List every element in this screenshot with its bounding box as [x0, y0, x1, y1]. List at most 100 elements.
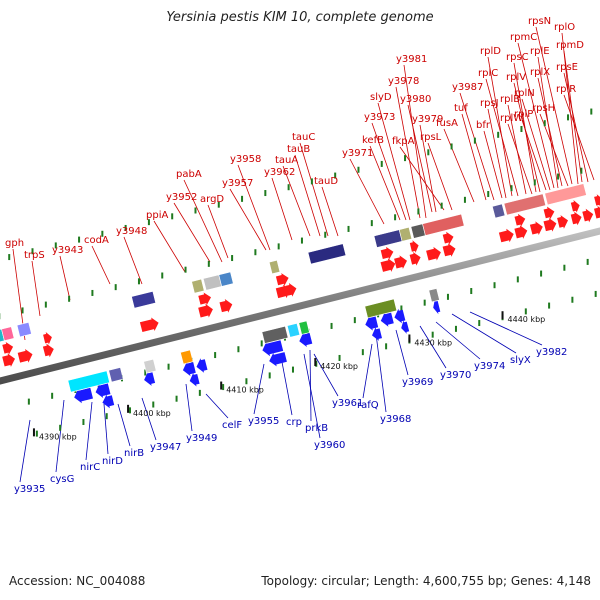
reverse-gene-arrow [433, 299, 441, 315]
leader-line [117, 403, 131, 447]
leader-line [407, 104, 433, 213]
gene-label-ppia: ppiA [146, 210, 168, 221]
tick-mark [144, 369, 147, 376]
tick-mark [222, 384, 225, 391]
leader-line [253, 363, 265, 415]
scale-tick-mark [501, 311, 504, 320]
tick-mark [548, 302, 551, 309]
forward-gene-arrow [442, 243, 456, 257]
gene-label-rpse: rpsE [556, 62, 578, 73]
leader-line [141, 397, 157, 441]
accession-text: Accession: NC_004088 [9, 574, 146, 588]
tick-mark [567, 114, 570, 121]
forward-gene-arrow [285, 283, 297, 297]
leader-line [19, 419, 31, 483]
leader-line [563, 94, 595, 181]
forward-gene-arrow [594, 194, 600, 207]
gene-label-nirc: nirC [80, 462, 100, 473]
tick-mark [450, 143, 453, 150]
forward-gene-arrow [43, 332, 52, 345]
operon-block [428, 288, 440, 303]
tick-mark [214, 352, 217, 359]
gene-label-rpsc: rpsC [506, 52, 529, 63]
leader-line [237, 164, 271, 251]
reverse-gene-arrow [102, 394, 115, 409]
gene-label-taub: tauB [287, 144, 310, 155]
gene-label-rpsj: rpsJ [480, 98, 499, 109]
leader-line [85, 401, 93, 461]
tick-mark [510, 185, 513, 192]
operon-block [261, 325, 289, 344]
tick-mark [27, 398, 30, 405]
operon-block [307, 243, 347, 265]
tick-mark [338, 354, 341, 361]
leader-line [153, 220, 186, 273]
tick-mark [361, 349, 364, 356]
operon-block [544, 183, 587, 206]
gene-label-y3982: y3982 [536, 347, 567, 358]
tick-mark [334, 172, 337, 179]
gene-label-coda: codA [84, 235, 109, 246]
gene-label-y3968: y3968 [380, 414, 411, 425]
gene-label-rplr: rplR [556, 84, 576, 95]
operon-block [202, 274, 223, 291]
tick-mark [493, 282, 496, 289]
leader-line [371, 122, 407, 221]
forward-gene-arrow [42, 343, 54, 358]
tick-mark [563, 264, 566, 271]
leader-line [461, 113, 487, 201]
scale-tick-mark [220, 381, 223, 390]
tick-mark [404, 155, 407, 162]
operon-block [218, 271, 234, 287]
leader-line [207, 204, 229, 259]
leader-line [362, 343, 373, 399]
operon-block [298, 320, 310, 335]
scale-tick-label: 4400 kbp [133, 409, 171, 418]
gene-label-rpln: rplN [514, 88, 535, 99]
operon-block [422, 213, 465, 236]
tick-mark [194, 207, 197, 214]
scale-tick-label: 4420 kbp [320, 362, 358, 371]
gene-label-rplc: rplC [478, 68, 498, 79]
gene-label-argd: argD [200, 194, 224, 205]
gene-label-rafq: rafQ [357, 400, 379, 411]
gene-label-y3970: y3970 [440, 370, 471, 381]
reverse-gene-arrow [262, 340, 284, 357]
tick-mark [394, 214, 397, 221]
leader-line [55, 399, 65, 473]
leader-line [303, 353, 321, 439]
forward-gene-arrow [2, 353, 16, 367]
backbone-band [0, 227, 600, 385]
tick-mark [207, 260, 210, 267]
gene-label-y3980: y3980 [400, 94, 431, 105]
tick-mark [241, 195, 244, 202]
forward-gene-arrow [219, 299, 233, 313]
forward-gene-arrow [198, 303, 213, 318]
gene-label-crp: crp [286, 417, 302, 428]
leader-line [321, 186, 339, 237]
reverse-gene-arrow [95, 383, 111, 398]
tick-mark [54, 242, 57, 249]
forward-gene-arrow [514, 213, 526, 227]
leader-line [521, 98, 551, 191]
forward-gene-arrow [2, 342, 14, 355]
tick-mark [473, 137, 476, 144]
genome-map[interactable]: 4390 kbp 4400 kbp 4410 kbp 4420 kbp 4430 kbp… [0, 0, 600, 560]
tick-mark [124, 224, 127, 231]
tick-mark [330, 322, 333, 329]
gene-label-y3979: y3979 [412, 114, 443, 125]
gene-label-y3948: y3948 [116, 226, 147, 237]
tick-mark [21, 307, 24, 314]
tick-mark [385, 343, 388, 350]
gene-label-celf: celF [222, 420, 242, 431]
tick-mark [91, 289, 94, 296]
gene-label-slyx: slyX [510, 355, 531, 366]
leader-line [537, 77, 563, 187]
tick-mark [184, 266, 187, 273]
forward-gene-arrow [426, 246, 441, 261]
tick-mark [347, 225, 350, 232]
gene-label-rplw: rplW [500, 113, 523, 124]
gene-label-rplp: rplP [514, 109, 533, 120]
gene-label-y3960: y3960 [314, 440, 345, 451]
scale-tick-label: 4390 kbp [39, 432, 77, 441]
